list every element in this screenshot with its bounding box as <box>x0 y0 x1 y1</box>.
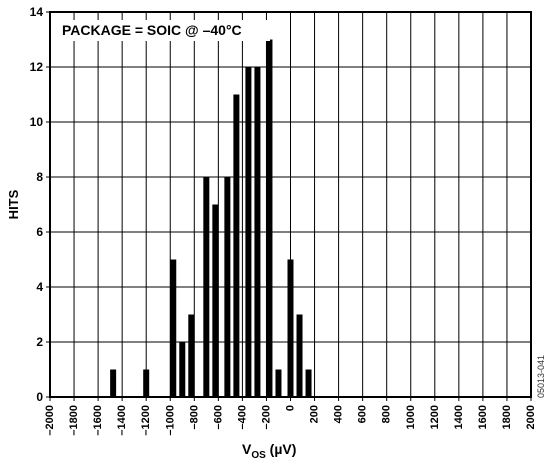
bars-layer <box>110 39 312 397</box>
histogram-bar <box>266 39 273 397</box>
y-tick-label: 12 <box>30 60 44 74</box>
histogram-bar <box>143 369 150 397</box>
histogram-bar <box>179 342 186 397</box>
histogram-bar <box>296 314 303 397</box>
y-tick-label: 6 <box>36 225 43 239</box>
histogram-bar <box>254 67 261 397</box>
x-tick-label: 0 <box>285 405 297 411</box>
chart-annotation: PACKAGE = SOIC @ –40°C <box>62 22 242 38</box>
x-tick-label: 1400 <box>453 405 465 429</box>
histogram-bar <box>203 177 210 397</box>
x-tick-label: –800 <box>188 405 200 429</box>
x-tick-label: 400 <box>333 405 345 423</box>
x-tick-label: –1600 <box>92 405 104 436</box>
x-axis-label-unit: (µV) <box>266 441 297 457</box>
histogram-bar <box>233 94 240 397</box>
x-tick-label: –200 <box>260 405 272 429</box>
histogram-bar <box>188 314 195 397</box>
y-tick-label: 14 <box>30 5 44 19</box>
ticks-layer <box>46 11 532 401</box>
x-tick-label: 600 <box>357 405 369 423</box>
labels-layer: –2000 –1800 –1600 –1400 –1200 –1000 –800 –600 –4… <box>30 5 537 436</box>
histogram-bar <box>110 369 117 397</box>
y-tick-label: 8 <box>36 170 43 184</box>
x-tick-label: 2000 <box>525 405 537 429</box>
histogram-bar <box>224 177 231 397</box>
x-tick-label: 200 <box>309 405 321 423</box>
histogram-bar <box>212 204 219 397</box>
x-tick-label: –1400 <box>116 405 128 436</box>
x-tick-label: 800 <box>381 405 393 423</box>
y-axis-label: HITS <box>6 189 21 219</box>
y-tick-label: 2 <box>36 335 43 349</box>
x-tick-label: 1800 <box>501 405 513 429</box>
histogram-bar <box>287 259 294 397</box>
histogram-bar <box>170 259 177 397</box>
x-tick-label: –400 <box>236 405 248 429</box>
x-tick-label: –1000 <box>164 405 176 436</box>
figure-code: 05013-041 <box>536 355 546 398</box>
y-tick-label: 0 <box>36 390 43 404</box>
x-tick-label: –1800 <box>68 405 80 436</box>
annotation-box <box>56 20 270 41</box>
y-tick-label: 10 <box>30 115 44 129</box>
x-axis-label-main: V <box>242 441 252 457</box>
x-axis-label: VOS (µV) <box>242 441 296 461</box>
x-tick-label: –2000 <box>44 405 56 436</box>
x-axis-label-sub: OS <box>251 450 266 461</box>
histogram-bar <box>275 369 282 397</box>
x-tick-label: 1600 <box>477 405 489 429</box>
histogram-bar <box>305 369 312 397</box>
x-tick-label: 1200 <box>429 405 441 429</box>
y-tick-label: 4 <box>36 280 43 294</box>
x-tick-label: –1200 <box>140 405 152 436</box>
x-tick-label: 1000 <box>405 405 417 429</box>
x-tick-label: –600 <box>212 405 224 429</box>
histogram-bar <box>245 67 252 397</box>
